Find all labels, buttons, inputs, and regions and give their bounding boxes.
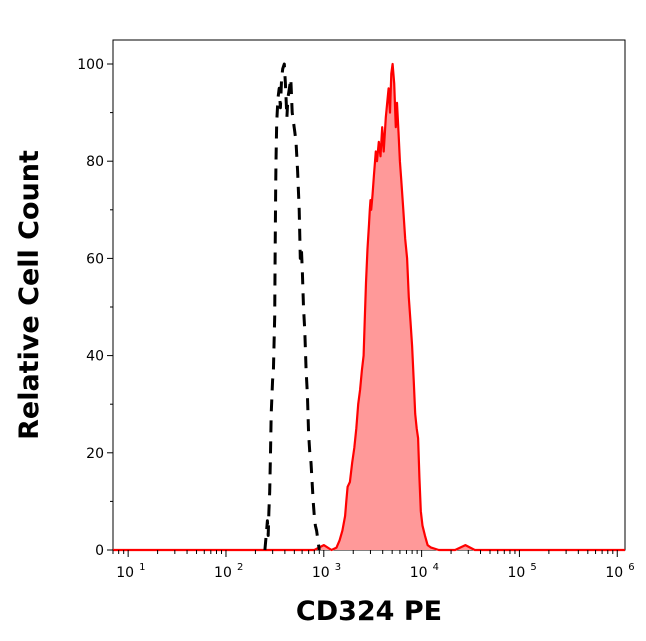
control-series-line [263,62,321,551]
x-axis-title: CD324 PE [296,596,442,627]
x-tick-exponent: 4 [433,562,439,573]
y-tick-label: 20 [86,446,104,462]
x-tick-exponent: 5 [530,562,536,573]
x-tick-exponent: 6 [628,562,634,573]
x-tick-exponent: 3 [335,562,341,573]
x-tick-label: 10 [214,565,232,581]
x-tick-label: 10 [508,565,526,581]
y-axis: 0 20 40 60 80 100 [77,57,113,559]
y-tick-label: 60 [86,251,104,267]
sample-series-line [113,62,625,552]
x-tick-label: 10 [116,565,134,581]
sample-series-fill [113,64,625,550]
x-axis: 10 1 10 2 10 3 10 4 10 5 10 6 [112,550,635,581]
y-tick-label: 80 [86,154,104,170]
y-axis-title: Relative Cell Count [14,150,45,440]
x-tick-exponent: 1 [139,562,145,573]
y-tick-label: 40 [86,349,104,365]
x-tick-exponent: 2 [237,562,243,573]
y-tick-label: 100 [77,57,104,73]
y-tick-label: 0 [95,543,104,559]
x-tick-label: 10 [312,565,330,581]
x-tick-label: 10 [605,565,623,581]
x-tick-label: 10 [410,565,428,581]
